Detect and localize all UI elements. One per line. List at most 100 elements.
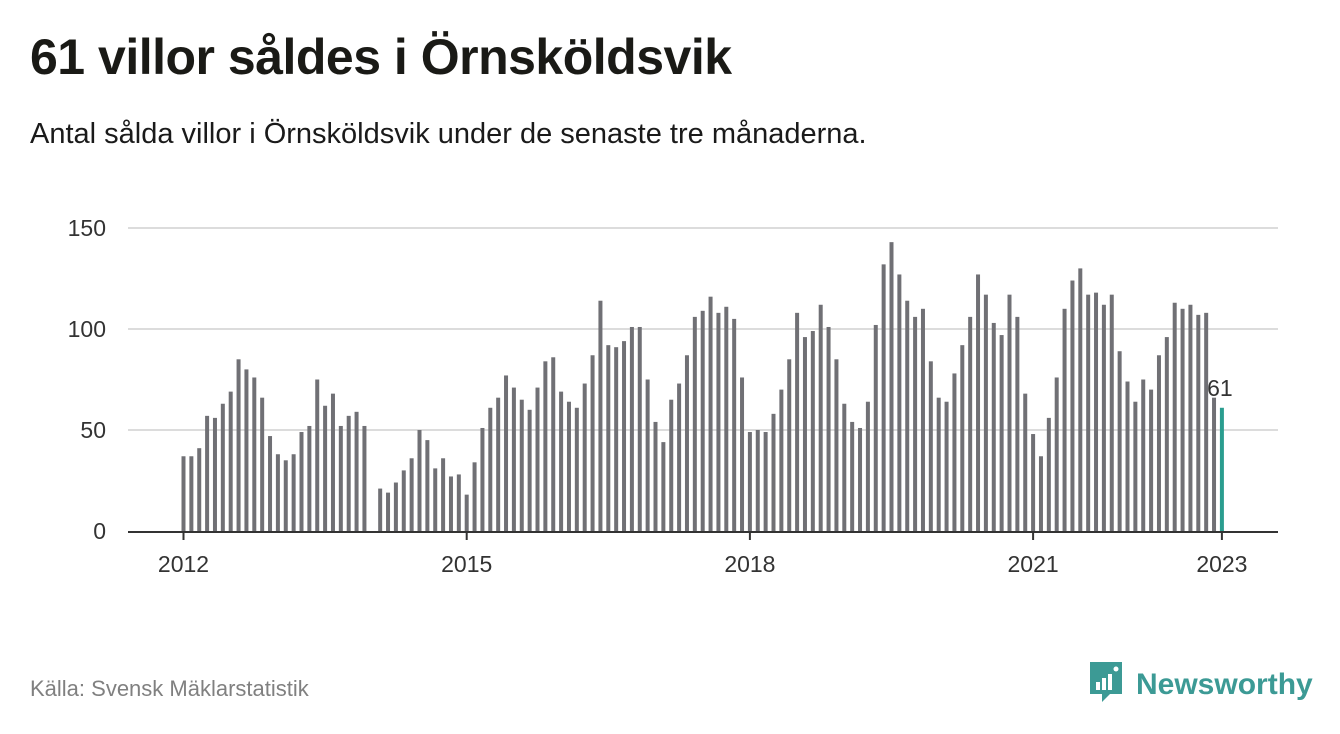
bar xyxy=(362,425,367,531)
bar xyxy=(181,456,186,531)
bar xyxy=(590,355,595,531)
bar xyxy=(1180,308,1185,531)
bar xyxy=(1188,304,1193,531)
bar xyxy=(378,488,383,531)
bar xyxy=(960,345,965,531)
bar xyxy=(268,436,273,531)
bar xyxy=(661,442,666,531)
bar xyxy=(865,401,870,531)
bar xyxy=(905,300,910,531)
bar xyxy=(826,326,831,531)
bar xyxy=(472,462,477,531)
bar xyxy=(763,432,768,531)
bar xyxy=(1094,292,1099,531)
bar xyxy=(1015,316,1020,531)
bar xyxy=(425,440,430,531)
bar xyxy=(252,377,257,531)
bar xyxy=(834,359,839,531)
bar xyxy=(307,425,312,531)
bar xyxy=(1133,401,1138,531)
x-tick-label: 2021 xyxy=(1008,551,1059,577)
bar xyxy=(598,300,603,531)
bar xyxy=(677,383,682,531)
bar xyxy=(409,458,414,531)
bar xyxy=(228,391,233,531)
bar xyxy=(189,456,194,531)
bar xyxy=(1109,294,1114,531)
bar xyxy=(401,470,406,531)
bar xyxy=(299,432,304,531)
brand-logo[interactable]: Newsworthy xyxy=(1088,660,1313,709)
bar xyxy=(283,460,288,531)
bar xyxy=(220,403,225,531)
bar xyxy=(716,312,721,531)
bar xyxy=(653,421,658,531)
bar xyxy=(983,294,988,531)
bar xyxy=(771,413,776,531)
bar xyxy=(291,454,296,531)
bar xyxy=(920,308,925,531)
bar xyxy=(582,383,587,531)
bar xyxy=(732,318,737,531)
bar xyxy=(456,474,461,531)
bar xyxy=(393,482,398,531)
bar xyxy=(755,430,760,531)
bar xyxy=(1086,294,1091,531)
bar xyxy=(991,322,996,531)
bar xyxy=(496,397,501,531)
bar xyxy=(1031,434,1036,531)
x-tick-label: 2023 xyxy=(1196,551,1247,577)
bar xyxy=(346,415,351,531)
bar xyxy=(1023,393,1028,531)
bar xyxy=(889,242,894,531)
bar xyxy=(787,359,792,531)
bar xyxy=(511,387,516,531)
bar xyxy=(999,335,1004,531)
bar xyxy=(700,310,705,531)
bar xyxy=(842,403,847,531)
bar xyxy=(441,458,446,531)
bar xyxy=(936,397,941,531)
bar xyxy=(551,357,556,531)
bar xyxy=(275,454,280,531)
bar xyxy=(417,430,422,531)
bar xyxy=(519,399,524,531)
bar xyxy=(1007,294,1012,531)
bar xyxy=(535,387,540,531)
bar xyxy=(795,312,800,531)
bar xyxy=(260,397,265,531)
bar xyxy=(645,379,650,531)
bar xyxy=(669,399,674,531)
bar xyxy=(810,331,815,531)
newsworthy-logo-icon xyxy=(1088,660,1124,709)
bar xyxy=(952,373,957,531)
chart-title: 61 villor såldes i Örnsköldsvik xyxy=(30,29,732,85)
bar xyxy=(574,407,579,531)
bar xyxy=(1101,304,1106,531)
bar xyxy=(1196,314,1201,531)
bar xyxy=(944,401,949,531)
bar xyxy=(747,432,752,531)
bar xyxy=(724,306,729,531)
bar xyxy=(1070,280,1075,531)
bar xyxy=(1078,268,1083,531)
bar xyxy=(684,355,689,531)
bar xyxy=(1164,337,1169,531)
bar xyxy=(881,264,886,531)
bar xyxy=(464,494,469,531)
bar xyxy=(897,274,902,531)
bar xyxy=(913,316,918,531)
x-tick-label: 2015 xyxy=(441,551,492,577)
bar xyxy=(1204,312,1209,531)
bar xyxy=(197,448,202,531)
brand-name: Newsworthy xyxy=(1136,667,1313,701)
bar xyxy=(928,361,933,531)
bar xyxy=(244,369,249,531)
source-note: Källa: Svensk Mäklarstatistik xyxy=(30,676,309,701)
bar xyxy=(858,427,863,531)
bar xyxy=(1156,355,1161,531)
bar xyxy=(1172,302,1177,531)
bar xyxy=(1054,377,1059,531)
bar xyxy=(448,476,453,531)
